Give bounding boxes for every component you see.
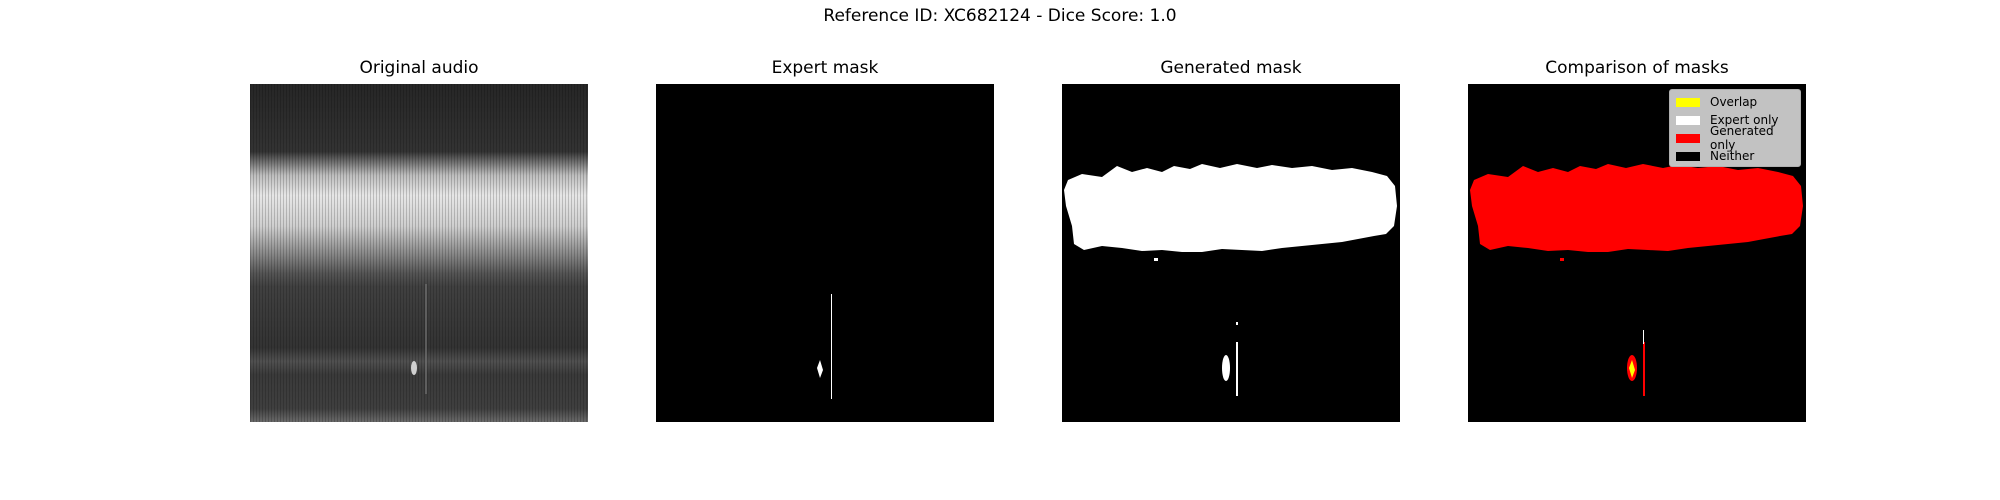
panel-original-audio: [250, 84, 588, 422]
panel-expert-mask: [656, 84, 994, 422]
panel-title-generated: Generated mask: [1160, 58, 1302, 78]
spectrogram-image: [250, 84, 588, 422]
legend-swatch-generated-only: [1676, 133, 1700, 143]
figure-title: Reference ID: XC682124 - Dice Score: 1.0: [823, 6, 1177, 26]
legend-swatch-neither: [1676, 151, 1700, 161]
legend-label: Overlap: [1710, 95, 1758, 109]
legend-label: Expert only: [1710, 113, 1779, 127]
legend-item-neither: Neither: [1676, 147, 1794, 165]
legend-swatch-expert-only: [1676, 115, 1700, 125]
legend-item-overlap: Overlap: [1676, 93, 1794, 111]
legend-item-generated-only: Generated only: [1676, 124, 1794, 152]
panel-comparison: Overlap Expert only Generated only Neith…: [1468, 84, 1806, 422]
comparison-mask-image: [1470, 164, 1803, 396]
panel-title-original: Original audio: [359, 58, 479, 78]
panel-generated-mask: [1062, 84, 1400, 422]
panel-title-expert: Expert mask: [771, 58, 879, 78]
legend-label: Neither: [1710, 149, 1755, 163]
legend-item-expert-only: Expert only: [1676, 111, 1794, 129]
legend-label: Generated only: [1710, 124, 1774, 152]
legend-swatch-overlap: [1676, 97, 1700, 107]
generated-mask-image: [1064, 164, 1397, 396]
expert-mask-image: [817, 294, 832, 399]
legend: Overlap Expert only Generated only Neith…: [1669, 89, 1801, 167]
panel-title-comparison: Comparison of masks: [1545, 58, 1729, 78]
